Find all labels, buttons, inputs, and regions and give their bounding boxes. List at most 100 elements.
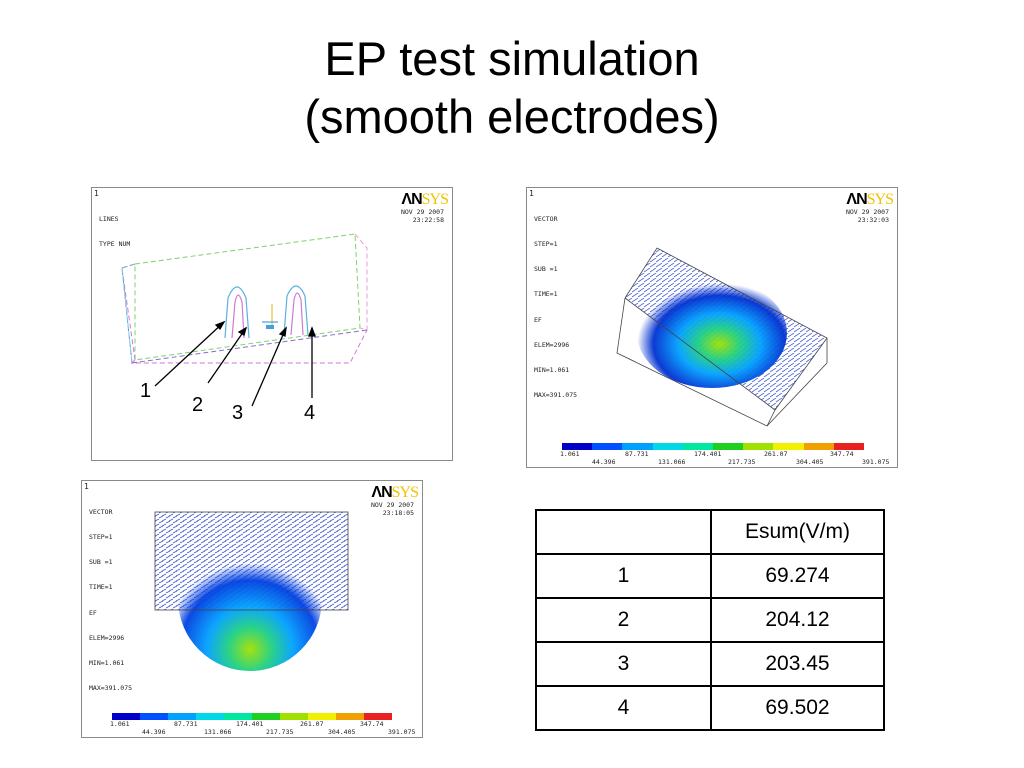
color-legend-bar (562, 443, 865, 450)
legend-swatch (196, 713, 224, 720)
callout-label-3: 3 (232, 402, 244, 424)
vector-front-panel: 1 VECTOR STEP=1 SUB =1 TIME=1 EF ELEM=29… (81, 480, 423, 738)
legend-top-label: 87.731 (174, 720, 198, 728)
table-cell: 204.12 (710, 597, 885, 643)
legend-swatch (252, 713, 280, 720)
info-line: EF (89, 608, 97, 617)
legend-top-label: 347.74 (830, 450, 854, 458)
legend-bottom-label: 391.075 (388, 728, 416, 736)
legend-bottom-label: 304.405 (796, 458, 824, 466)
panel-timestamp: NOV 29 2007 23:22:58 (400, 208, 444, 224)
info-line: MIN=1.061 (534, 366, 570, 375)
color-legend-bar (112, 713, 392, 720)
results-table: Esum(V/m) 1 69.274 2 204.12 3 203.45 4 6… (535, 509, 885, 731)
legend-swatch (622, 443, 653, 450)
legend-top-label: 1.061 (560, 450, 580, 458)
legend-top-label: 174.401 (694, 450, 722, 458)
legend-top-label: 347.74 (360, 720, 384, 728)
table-header-cell: Esum(V/m) (710, 509, 885, 555)
info-line: ELEM=2996 (89, 633, 125, 642)
panel-timestamp: NOV 29 2007 23:32:03 (845, 208, 889, 224)
table-row: 1 69.274 (535, 553, 885, 599)
slide-title: EP test simulation (smooth electrodes) (0, 30, 1024, 146)
info-line: TYPE NUM (99, 240, 131, 249)
callout-label-1: 1 (140, 380, 152, 402)
info-line: MAX=391.075 (534, 391, 578, 400)
legend-bottom-label: 217.735 (728, 458, 756, 466)
ansys-logo: ΛNSYS (846, 191, 894, 208)
legend-bottom-label: 44.396 (142, 728, 166, 736)
geometry-wireframe (121, 233, 368, 407)
ansys-logo: ΛNSYS (401, 191, 449, 208)
legend-swatch (833, 443, 865, 450)
info-line: EF (534, 315, 542, 324)
legend-swatch (336, 713, 364, 720)
legend-swatch (743, 443, 774, 450)
info-line: STEP=1 (534, 240, 558, 249)
info-line: TIME=1 (534, 290, 558, 299)
legend-bottom-label: 304.405 (328, 728, 356, 736)
info-line: VECTOR (534, 214, 558, 223)
legend-swatch (592, 443, 623, 450)
panel-info: VECTOR STEP=1 SUB =1 TIME=1 EF ELEM=2996… (534, 198, 577, 417)
legend-top-label: 174.401 (236, 720, 264, 728)
color-legend-labels: 1.061 87.731 174.401 261.07 347.74 44.39… (560, 450, 892, 468)
legend-swatch (224, 713, 252, 720)
legend-swatch (562, 443, 593, 450)
color-legend-labels: 1.061 87.731 174.401 261.07 347.74 44.39… (110, 720, 422, 738)
table-row: 2 204.12 (535, 597, 885, 643)
panel-timestamp: NOV 29 2007 23:18:05 (370, 501, 414, 517)
legend-swatch (682, 443, 714, 450)
legend-swatch (168, 713, 196, 720)
panel-info: LINES TYPE NUM (99, 198, 130, 265)
table-row: 3 203.45 (535, 641, 885, 687)
callout-label-2: 2 (192, 394, 204, 416)
legend-bottom-label: 131.066 (204, 728, 232, 736)
info-line: TIME=1 (89, 583, 113, 592)
vector-iso-plot (616, 247, 828, 427)
ansys-logo: ΛNSYS (371, 484, 419, 501)
table-row: 4 69.502 (535, 685, 885, 731)
title-line-1: EP test simulation (324, 32, 700, 85)
info-line: ELEM=2996 (534, 340, 570, 349)
table-cell: 203.45 (710, 641, 885, 687)
legend-top-label: 261.07 (764, 450, 788, 458)
panel-window-number: 1 (94, 189, 99, 198)
vector-front-plot (154, 511, 349, 671)
legend-bottom-label: 131.066 (658, 458, 686, 466)
table-cell: 1 (535, 553, 712, 599)
legend-top-label: 261.07 (300, 720, 324, 728)
legend-bottom-label: 217.735 (266, 728, 294, 736)
legend-top-label: 87.731 (625, 450, 649, 458)
table-header-cell (535, 509, 712, 555)
legend-swatch (652, 443, 683, 450)
panel-info: VECTOR STEP=1 SUB =1 TIME=1 EF ELEM=2996… (89, 491, 132, 710)
legend-bottom-label: 44.396 (592, 458, 616, 466)
legend-swatch (713, 443, 744, 450)
panel-window-number: 1 (529, 189, 534, 198)
table-cell: 69.274 (710, 553, 885, 599)
legend-swatch (773, 443, 804, 450)
legend-swatch (803, 443, 834, 450)
table-cell: 2 (535, 597, 712, 643)
legend-swatch (308, 713, 336, 720)
callout-label-4: 4 (304, 402, 316, 424)
table-cell: 3 (535, 641, 712, 687)
table-cell: 69.502 (710, 685, 885, 731)
panel-window-number: 1 (84, 482, 89, 491)
legend-bottom-label: 391.075 (862, 458, 890, 466)
info-line: SUB =1 (534, 265, 558, 274)
legend-swatch (140, 713, 168, 720)
table-header-row: Esum(V/m) (535, 509, 885, 555)
info-line: MIN=1.061 (89, 659, 125, 668)
title-line-2: (smooth electrodes) (304, 90, 720, 143)
info-line: LINES (99, 214, 119, 223)
legend-swatch (112, 713, 140, 720)
legend-top-label: 1.061 (110, 720, 130, 728)
info-line: STEP=1 (89, 533, 113, 542)
legend-swatch (364, 713, 392, 720)
info-line: SUB =1 (89, 558, 113, 567)
vector-iso-panel: 1 VECTOR STEP=1 SUB =1 TIME=1 EF ELEM=29… (526, 187, 898, 468)
legend-swatch (280, 713, 308, 720)
info-line: MAX=391.075 (89, 684, 133, 693)
